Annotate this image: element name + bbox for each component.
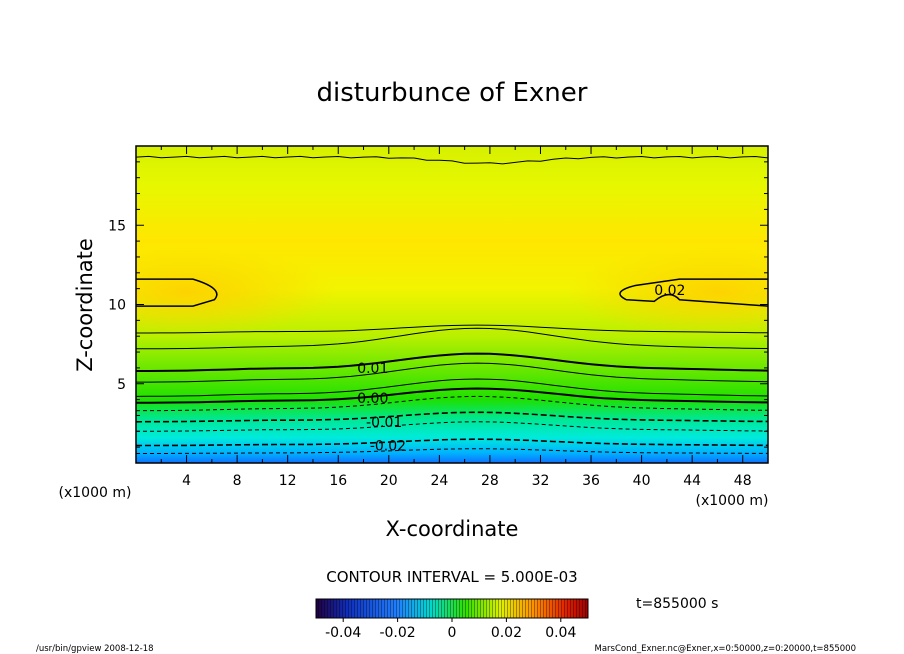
contour-line-0.0125 <box>136 327 768 350</box>
y-axis-label: Z-coordinate <box>73 238 97 372</box>
x-tick-label: 36 <box>582 473 600 489</box>
x-tick-label: 16 <box>329 473 347 489</box>
y-tick-label: 5 <box>117 377 126 393</box>
contour-line-0.0075 <box>136 362 768 383</box>
contour-lines <box>136 155 768 454</box>
x-tick-label: 4 <box>182 473 191 489</box>
chart-title: disturbunce of Exner <box>317 78 588 108</box>
time-label: t=855000 s <box>636 596 718 612</box>
x-tick-label: 12 <box>279 473 297 489</box>
x-tick-label: 48 <box>734 473 752 489</box>
contour-line-m0.025 <box>136 448 768 454</box>
contour-interval-label: CONTOUR INTERVAL = 5.000E-03 <box>326 568 577 586</box>
contour-line-0.00 <box>136 387 768 404</box>
contour-label: 0.00 <box>357 391 388 407</box>
x-tick-label: 24 <box>430 473 448 489</box>
x-unit-right: (x1000 m) <box>696 493 769 509</box>
max-region-left <box>136 246 337 337</box>
colorbar-tick-label: 0 <box>448 625 457 641</box>
colorbar-tick-label: -0.02 <box>379 625 415 641</box>
max-region-right <box>567 246 768 337</box>
x-tick-label: 40 <box>633 473 651 489</box>
contour-0.02-right <box>619 278 768 307</box>
contour-label: 0.01 <box>357 361 388 377</box>
colorbar: -0.04 -0.02 0 0.02 0.04 <box>315 598 589 641</box>
x-axis-label: X-coordinate <box>386 517 519 541</box>
contour-label: -0.02 <box>370 439 406 455</box>
colorbar-ticks: -0.04 -0.02 0 0.02 0.04 <box>325 618 576 641</box>
colorbar-tick-label: 0.02 <box>491 625 522 641</box>
x-tick-label: 32 <box>532 473 550 489</box>
y-tick-label: 10 <box>108 298 126 314</box>
contour-line-top <box>136 155 768 165</box>
y-tick-label: 15 <box>108 218 126 234</box>
y-axis: 5 10 15 <box>108 161 768 448</box>
contour-line-0.01 <box>136 352 768 372</box>
contour-line-m0.015 <box>136 421 768 432</box>
x-tick-label: 28 <box>481 473 499 489</box>
contour-label: -0.01 <box>366 415 402 431</box>
contour-line-0.005 <box>136 378 768 397</box>
footer-right: MarsCond_Exner.nc@Exner,x=0:50000,z=0:20… <box>594 644 856 654</box>
x-tick-label: 44 <box>683 473 701 489</box>
x-tick-label: 20 <box>380 473 398 489</box>
colorbar-tick-label: 0.04 <box>545 625 576 641</box>
contour-line-m0.01 <box>136 411 768 423</box>
contour-line-m0.02 <box>136 438 768 447</box>
colorbar-tick-label: -0.04 <box>325 625 361 641</box>
contour-line-m0.005 <box>136 395 768 412</box>
footer-left: /usr/bin/gpview 2008-12-18 <box>36 644 154 654</box>
contour-0.02-left <box>136 278 218 307</box>
contour-label: 0.02 <box>654 283 685 299</box>
contour-line-0.015 <box>136 324 768 334</box>
x-axis: 4 8 12 16 20 24 28 32 36 40 44 48 <box>160 146 769 489</box>
x-tick-label: 8 <box>233 473 242 489</box>
contour-labels: 0.02 0.01 0.00 -0.01 -0.02 <box>357 283 685 455</box>
colorbar-lines <box>316 599 588 618</box>
x-unit-left: (x1000 m) <box>59 485 132 501</box>
